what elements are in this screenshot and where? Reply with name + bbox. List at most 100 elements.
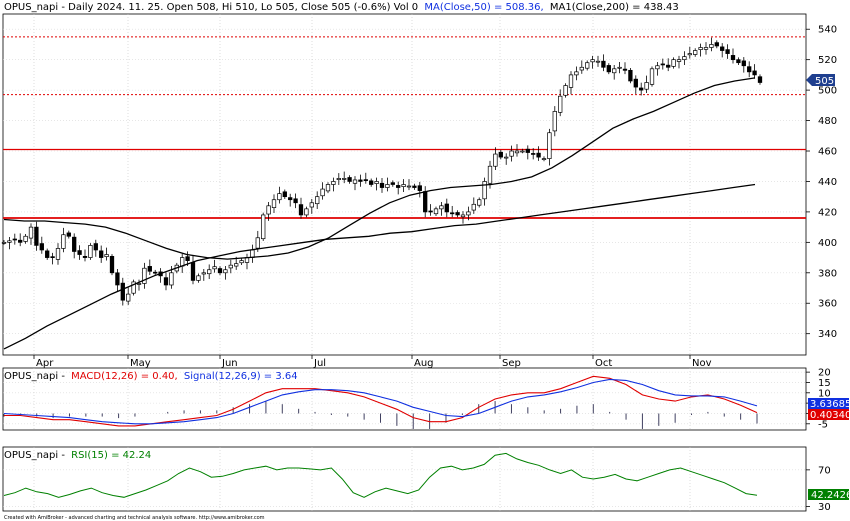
- price-tick-label: 520: [818, 55, 837, 66]
- candle-body: [250, 249, 255, 258]
- candle-body: [747, 66, 752, 73]
- macd-line: [4, 375, 758, 427]
- month-label: Jun: [221, 358, 238, 369]
- price-header-info: OPUS_napi - Daily 2024. 11. 25. Open 508…: [4, 2, 418, 13]
- candle-body: [163, 277, 169, 286]
- candle-body: [703, 47, 709, 50]
- month-label: Sep: [502, 358, 521, 369]
- candle-body: [126, 293, 131, 302]
- macd-gridlines: [3, 371, 806, 425]
- candle-body: [28, 226, 34, 239]
- candle-body: [358, 179, 363, 182]
- candle-body: [109, 256, 115, 274]
- month-label: Aug: [414, 358, 434, 369]
- price-tick-label: 460: [818, 147, 837, 158]
- candle-body: [142, 267, 147, 284]
- candle-body: [606, 65, 611, 73]
- candle-body: [406, 185, 412, 188]
- candle-body: [385, 184, 390, 188]
- candle-body: [7, 240, 12, 243]
- candle-body: [309, 202, 314, 208]
- month-label: Oct: [595, 358, 612, 369]
- candle-body: [379, 182, 385, 188]
- candle-body: [77, 250, 82, 255]
- candle-body: [331, 181, 336, 185]
- candle-body: [682, 56, 687, 61]
- rsi-badge-text: 42.2426: [811, 490, 850, 501]
- candle-body: [212, 266, 217, 270]
- macd-tick-label: 20: [818, 368, 831, 379]
- candle-body: [304, 208, 309, 216]
- candle-body: [709, 44, 714, 48]
- candle-body: [412, 185, 417, 188]
- last-price-badge: 505: [806, 74, 835, 87]
- candle-body: [671, 59, 676, 67]
- price-header-ma50: MA(Close,50) = 508.36,: [424, 2, 543, 13]
- candle-body: [99, 250, 104, 258]
- candle-body: [136, 283, 142, 285]
- candle-body: [649, 68, 655, 85]
- candle-body: [574, 71, 579, 76]
- candle-body: [282, 191, 287, 198]
- candle-body: [547, 132, 552, 159]
- rsi-badge: 42.2426: [808, 489, 850, 501]
- candle-body: [342, 178, 347, 180]
- candle-body: [147, 266, 152, 272]
- price-axis-ticks: 340 360 380 400 420 440 460 480 500 520 540: [806, 25, 837, 340]
- candle-body: [520, 150, 525, 153]
- candle-body: [433, 208, 439, 215]
- candle-body: [660, 63, 665, 66]
- candle-body: [336, 178, 341, 180]
- candle-body: [720, 46, 725, 51]
- month-label: Apr: [36, 358, 54, 369]
- macd-header-symbol: OPUS_napi -: [4, 371, 65, 382]
- candle-body: [190, 262, 196, 281]
- candle-body: [601, 60, 606, 68]
- candle-body: [444, 203, 449, 213]
- candle-body: [568, 74, 574, 88]
- price-candles: [1, 37, 763, 306]
- macd-value-badge: 0.40340: [808, 409, 850, 421]
- month-label: Jul: [313, 358, 326, 369]
- candle-body: [239, 260, 244, 264]
- macd-header: OPUS_napi - MACD(12,26) = 0.40, Signal(1…: [4, 371, 298, 382]
- candle-body: [255, 237, 260, 249]
- candle-body: [115, 272, 120, 286]
- macd-tick-label: -5: [818, 419, 828, 430]
- candle-body: [493, 153, 498, 167]
- candle-body: [120, 282, 125, 301]
- candle-body: [714, 42, 719, 47]
- price-horizontal-lines: [3, 36, 806, 219]
- candle-body: [590, 59, 595, 63]
- candle-body: [88, 245, 93, 258]
- candle-body: [531, 153, 536, 155]
- rsi-tick-label: 30: [818, 502, 831, 513]
- candle-body: [277, 193, 282, 201]
- candle-body: [466, 211, 471, 216]
- price-tick-label: 340: [818, 329, 837, 340]
- candle-body: [752, 70, 757, 76]
- candle-body: [169, 272, 174, 286]
- candle-body: [228, 264, 233, 269]
- candle-body: [315, 196, 320, 205]
- candle-body: [1, 241, 7, 244]
- candle-body: [153, 271, 158, 274]
- candle-body: [266, 205, 271, 215]
- candle-body: [536, 152, 541, 158]
- candle-body: [585, 62, 590, 69]
- last-price-badge-text: 505: [815, 76, 834, 87]
- candle-body: [612, 68, 617, 74]
- candle-body: [34, 226, 39, 246]
- macd-tick-label: 10: [818, 388, 831, 399]
- candle-body: [423, 191, 428, 213]
- candle-body: [730, 55, 736, 61]
- candle-body: [482, 181, 487, 200]
- price-tick-label: 380: [818, 268, 837, 279]
- candle-body: [45, 250, 50, 258]
- macd-header-signal: Signal(12,26,9) = 3.64: [184, 371, 298, 382]
- candle-body: [477, 199, 482, 206]
- candle-body: [298, 204, 304, 216]
- candle-body: [644, 82, 649, 90]
- candle-body: [93, 243, 98, 251]
- candle-body: [504, 156, 509, 159]
